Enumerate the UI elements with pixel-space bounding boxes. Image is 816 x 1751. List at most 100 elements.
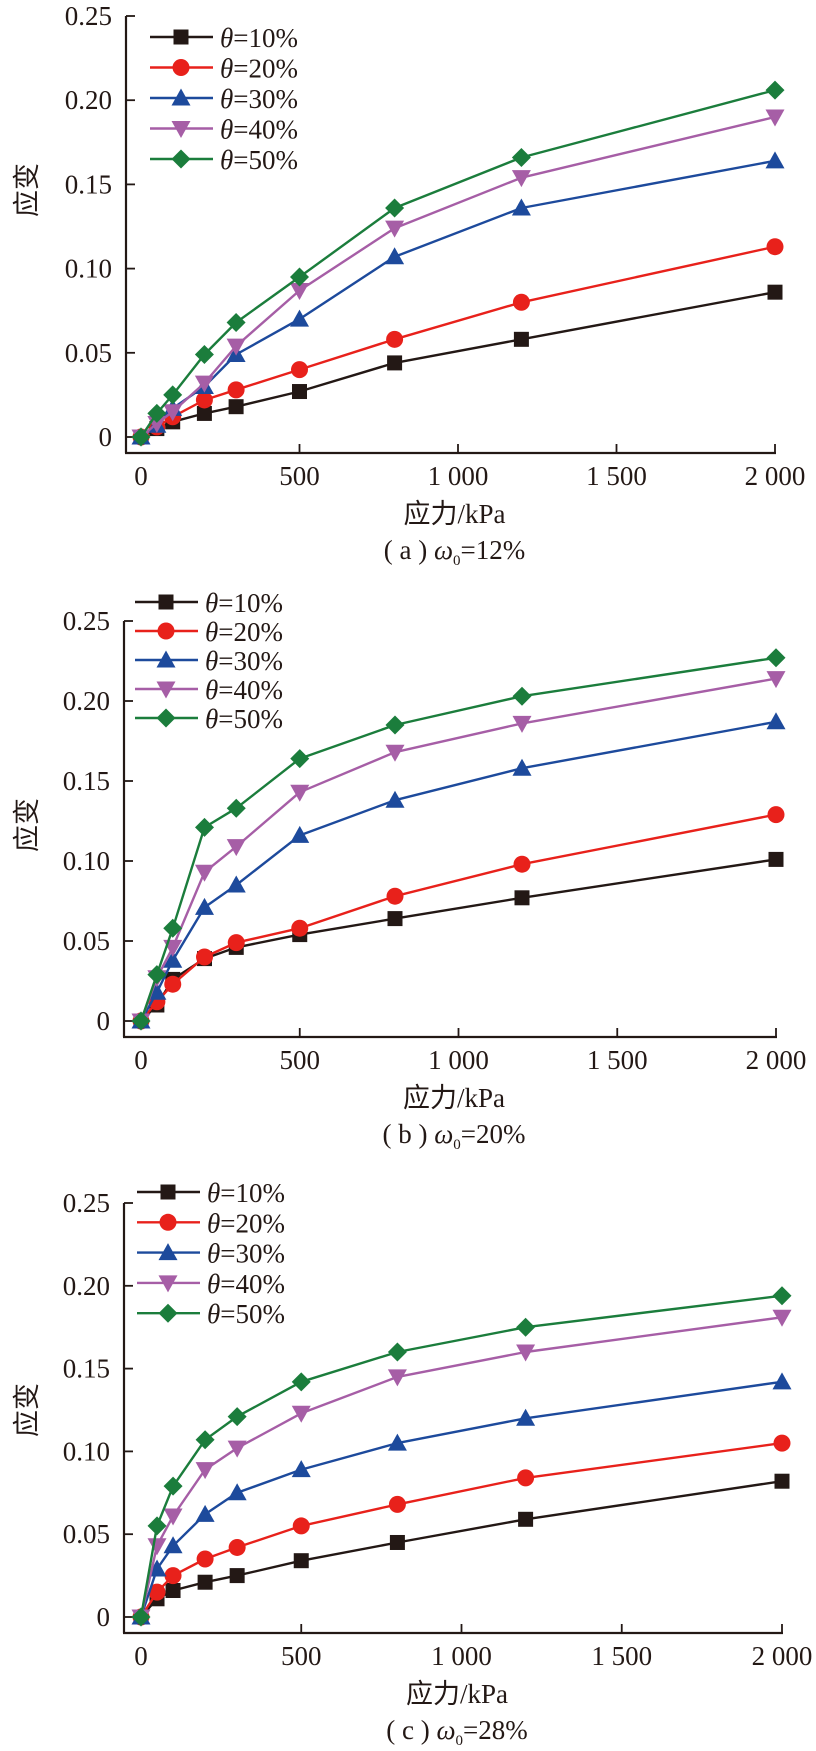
data-point [228,399,244,415]
caption-subscript: 0 [453,553,461,569]
data-point [387,911,403,927]
data-point [291,361,308,379]
y-tick-label: 0.25 [63,1188,110,1218]
x-tick-label: 2 000 [745,461,806,491]
data-point [386,887,404,905]
data-point [768,851,784,867]
y-tick-label: 0.15 [63,1354,110,1384]
legend-label: θ=10% [207,1178,285,1208]
data-point [147,1538,167,1556]
y-axis-title: 应变 [12,1383,42,1437]
data-point [514,890,530,906]
data-point [511,170,531,188]
chart-a: 0 0.05 0.10 0.15 0.20 0.25 0 500 1 000 1 500 2 000… [12,1,805,569]
data-point [772,1372,792,1390]
data-point [290,784,310,802]
legend-marker-circle [172,59,190,76]
legend-label: θ=20% [207,1208,285,1238]
data-point [147,982,167,1000]
chart-c: 0 0.05 0.10 0.15 0.20 0.25 0 500 1 000 1 500 2 000… [12,1178,812,1749]
data-point [226,338,246,356]
data-point [163,1508,183,1526]
legend-label: θ=40% [205,675,283,705]
data-point [385,790,405,808]
legend-marker-triangle-up [171,88,191,106]
legend-item: θ=20% [150,54,298,84]
legend-item: θ=50% [150,145,298,175]
data-point [389,1534,405,1550]
data-point [163,1476,183,1496]
legend-item: θ=40% [150,115,298,145]
data-point [147,1516,167,1536]
data-point [385,247,405,265]
legend-item: θ=40% [137,1269,285,1299]
legend-label: θ=10% [205,588,283,618]
x-tick-label: 500 [281,1641,322,1671]
legend-label: θ=20% [220,54,298,84]
data-point [386,330,404,348]
series-line [139,720,777,1022]
chart-b: 0 0.05 0.10 0.15 0.20 0.25 0 500 1 000 1 500 2 000… [12,588,806,1153]
data-point [195,1430,215,1450]
x-tick-label: 1 000 [428,461,489,491]
data-point [196,948,213,966]
data-point [765,151,785,169]
y-tick-label: 0.25 [63,606,110,636]
data-point [513,855,531,873]
data-point [195,864,214,882]
data-point [290,282,309,300]
data-point [196,1550,214,1568]
y-tick-label: 0.10 [65,254,112,284]
y-tick-label: 0.20 [63,1271,110,1301]
legend-label: θ=30% [220,84,298,114]
legend-marker-square [158,594,174,610]
legend: θ=10%θ=20%θ=30%θ=40%θ=50% [135,588,283,734]
x-axis-title: 应力/kPa [406,1679,508,1709]
data-point [227,1407,247,1427]
data-point [516,1408,536,1426]
caption-symbol: ω [434,1119,453,1149]
data-point [766,648,786,668]
data-point [767,806,785,824]
legend-item: θ=30% [150,84,298,114]
y-axis-title: 应变 [12,163,42,217]
data-point [290,825,310,843]
data-point [227,1483,247,1501]
legend-item: θ=30% [135,646,283,676]
series-theta-50 [131,648,786,1031]
data-point [227,381,245,399]
data-point [293,1553,309,1569]
chart-caption: ( b ) ω0=20% [382,1119,525,1153]
data-point [512,758,532,776]
legend-marker-triangle-down [156,681,176,699]
data-point [147,965,167,985]
legend-marker-diamond [156,708,176,728]
series-theta-30 [131,712,786,1029]
x-axis-title: 应力/kPa [403,499,505,529]
data-point [197,1574,213,1590]
data-point [195,391,213,409]
data-point [227,934,245,952]
data-point [226,312,246,332]
data-point [292,1517,310,1535]
legend-label: θ=10% [220,23,298,53]
legend-item: θ=50% [137,1299,285,1329]
legend-marker-triangle-up [158,1243,178,1261]
y-tick-label: 0.15 [63,766,110,796]
data-point [512,293,530,311]
data-point [767,284,783,300]
legend-label: θ=50% [205,704,283,734]
data-point [163,385,183,405]
data-point [290,749,310,769]
data-point [131,1607,151,1627]
legend-label: θ=50% [207,1299,285,1329]
data-point [164,1567,182,1585]
x-axis-title: 应力/kPa [403,1083,505,1113]
data-point [511,198,531,216]
y-tick-label: 0.05 [65,338,112,368]
y-tick-label: 0.05 [63,1519,110,1549]
data-point [385,198,405,218]
legend-label: θ=30% [207,1239,285,1269]
legend: θ=10%θ=20%θ=30%θ=40%θ=50% [150,23,298,175]
data-point [385,715,405,735]
